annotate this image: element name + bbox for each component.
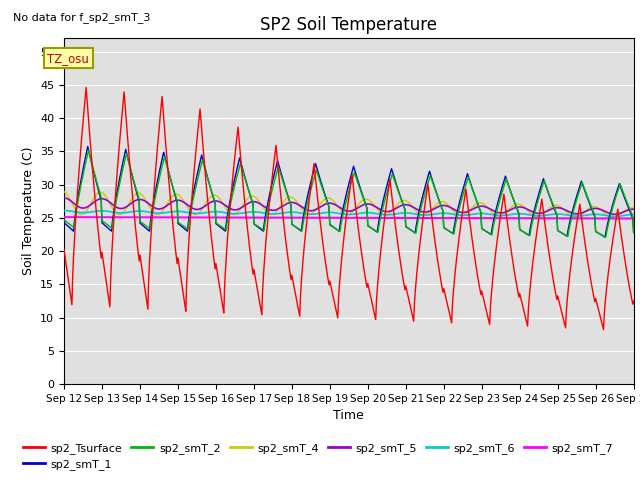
sp2_smT_1 — [630, 230, 638, 236]
sp2_smT_6 — [184, 209, 191, 215]
sp2_smT_7 — [184, 215, 191, 220]
sp2_smT_2 — [556, 229, 564, 235]
X-axis label: Time: Time — [333, 409, 364, 422]
sp2_smT_7 — [556, 216, 563, 221]
sp2_smT_4 — [556, 204, 563, 209]
Text: No data for f_sp2_smT_3: No data for f_sp2_smT_3 — [13, 12, 150, 23]
sp2_Tsurface — [83, 84, 90, 90]
sp2_smT_6 — [611, 214, 618, 219]
sp2_smT_5 — [60, 195, 68, 201]
sp2_smT_6 — [626, 212, 634, 217]
sp2_smT_2 — [493, 209, 500, 215]
sp2_smT_2 — [308, 184, 316, 190]
sp2_smT_5 — [630, 206, 638, 212]
Line: sp2_smT_7: sp2_smT_7 — [64, 217, 634, 218]
sp2_smT_6 — [492, 212, 500, 218]
sp2_smT_5 — [492, 209, 500, 215]
sp2_smT_6 — [60, 208, 68, 214]
sp2_Tsurface — [600, 326, 607, 332]
Title: SP2 Soil Temperature: SP2 Soil Temperature — [260, 16, 437, 34]
sp2_smT_4 — [307, 211, 315, 217]
sp2_smT_5 — [208, 199, 216, 204]
sp2_smT_1 — [493, 204, 500, 210]
sp2_smT_4 — [208, 193, 216, 199]
sp2_smT_7 — [630, 216, 638, 221]
sp2_smT_1 — [308, 176, 316, 182]
sp2_Tsurface — [493, 241, 500, 247]
sp2_smT_6 — [556, 211, 563, 217]
sp2_smT_2 — [209, 192, 216, 198]
Line: sp2_smT_6: sp2_smT_6 — [64, 211, 634, 216]
Y-axis label: Soil Temperature (C): Soil Temperature (C) — [22, 147, 35, 276]
sp2_smT_2 — [627, 208, 634, 214]
sp2_smT_5 — [307, 208, 315, 214]
sp2_smT_1 — [60, 220, 68, 226]
sp2_smT_1 — [209, 193, 216, 199]
sp2_smT_1 — [84, 144, 92, 149]
sp2_smT_1 — [184, 221, 192, 227]
sp2_Tsurface — [308, 178, 316, 184]
sp2_Tsurface — [556, 303, 564, 309]
sp2_Tsurface — [60, 247, 68, 252]
sp2_smT_5 — [184, 202, 191, 208]
sp2_smT_6 — [630, 212, 638, 217]
Line: sp2_Tsurface: sp2_Tsurface — [64, 87, 634, 329]
Text: TZ_osu: TZ_osu — [47, 52, 89, 65]
sp2_smT_4 — [626, 205, 634, 211]
sp2_smT_6 — [307, 211, 315, 217]
sp2_smT_7 — [208, 215, 216, 220]
sp2_smT_5 — [611, 211, 618, 217]
sp2_Tsurface — [209, 247, 216, 252]
sp2_smT_4 — [609, 215, 617, 220]
Line: sp2_smT_2: sp2_smT_2 — [64, 150, 634, 237]
sp2_smT_7 — [630, 216, 637, 221]
sp2_smT_7 — [492, 216, 500, 221]
sp2_smT_2 — [84, 147, 92, 153]
sp2_smT_7 — [625, 216, 633, 221]
sp2_smT_7 — [60, 214, 68, 220]
sp2_smT_4 — [60, 189, 68, 194]
sp2_smT_6 — [208, 209, 216, 215]
sp2_smT_4 — [184, 204, 191, 210]
sp2_Tsurface — [184, 249, 192, 255]
sp2_smT_4 — [492, 213, 500, 218]
sp2_Tsurface — [630, 301, 638, 307]
Line: sp2_smT_4: sp2_smT_4 — [64, 192, 634, 217]
sp2_smT_2 — [60, 217, 68, 223]
sp2_smT_2 — [184, 227, 192, 232]
sp2_smT_1 — [556, 229, 564, 235]
Line: sp2_smT_1: sp2_smT_1 — [64, 146, 634, 237]
sp2_smT_4 — [630, 205, 638, 211]
sp2_smT_5 — [556, 205, 563, 211]
sp2_smT_7 — [307, 215, 315, 221]
sp2_smT_1 — [627, 210, 634, 216]
Line: sp2_smT_5: sp2_smT_5 — [64, 198, 634, 214]
sp2_smT_2 — [602, 234, 610, 240]
sp2_smT_5 — [626, 207, 634, 213]
Legend: sp2_Tsurface, sp2_smT_1, sp2_smT_2, sp2_smT_4, sp2_smT_5, sp2_smT_6, sp2_smT_7: sp2_Tsurface, sp2_smT_1, sp2_smT_2, sp2_… — [19, 438, 618, 474]
sp2_Tsurface — [627, 289, 634, 295]
sp2_smT_2 — [630, 230, 638, 236]
sp2_smT_1 — [602, 234, 609, 240]
